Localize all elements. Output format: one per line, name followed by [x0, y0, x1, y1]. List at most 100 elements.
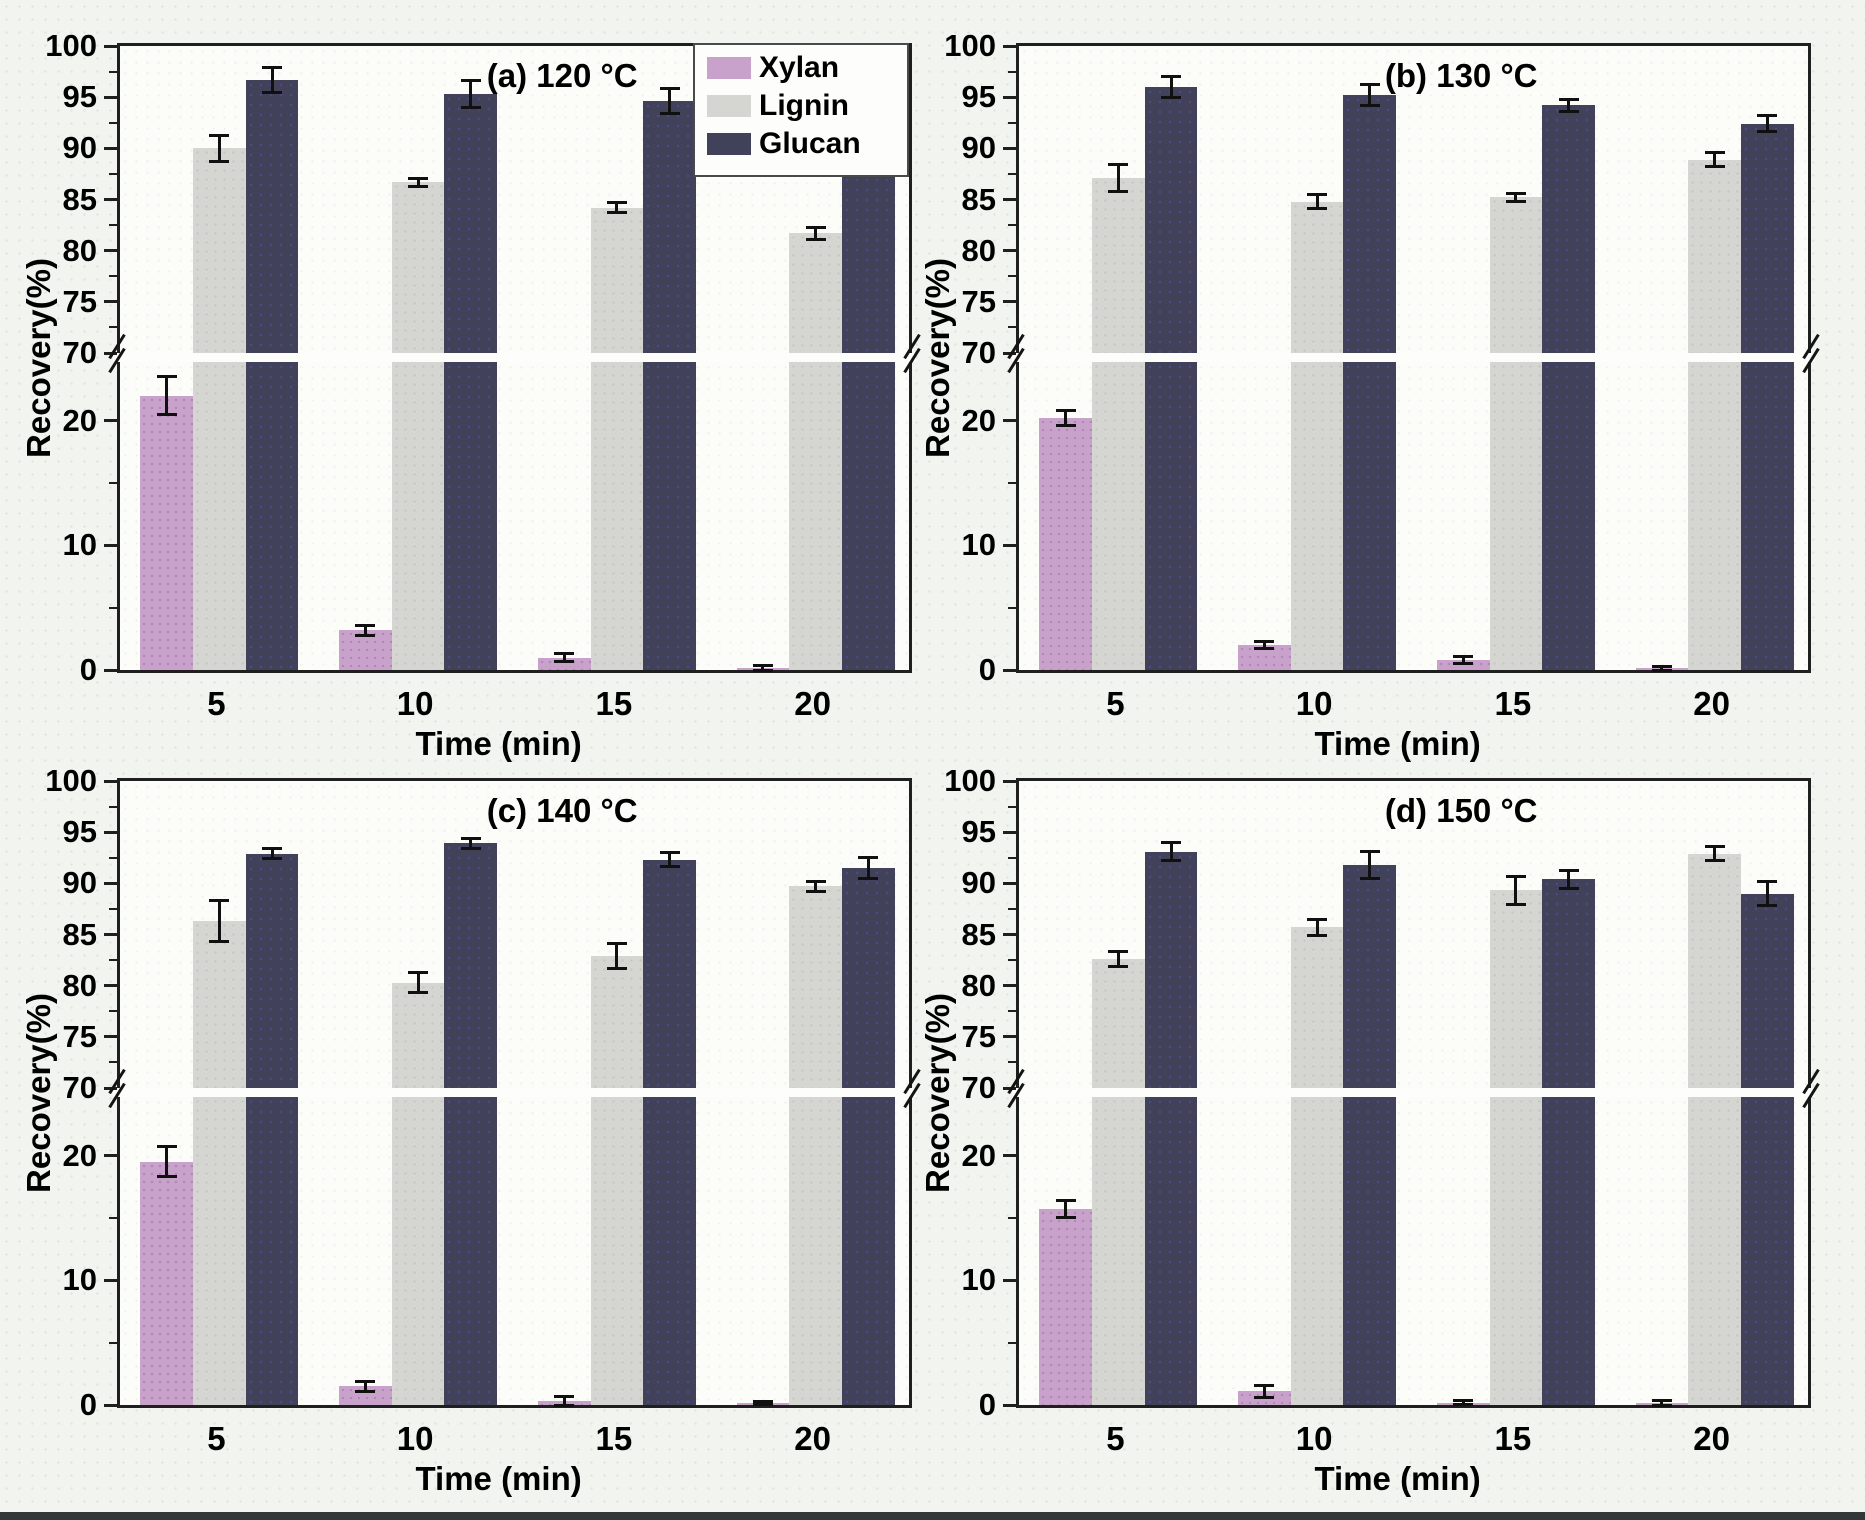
- panel-d-glucan-bar-15min-errorbar: [1567, 870, 1571, 889]
- panel-c-lignin-bar-5min-lower: [193, 1097, 246, 1405]
- panel-c-xylan-bar-20min-errorbar-cap-bottom: [752, 1402, 773, 1406]
- panel-b-lignin-bar-5min-errorbar: [1116, 164, 1120, 192]
- y-tick-label: 75: [62, 1018, 97, 1054]
- panel-d-lignin-bar-10min-errorbar: [1315, 919, 1319, 936]
- y-major-tick: [1003, 44, 1016, 48]
- y-minor-tick: [109, 172, 117, 175]
- y-major-tick: [1003, 95, 1016, 99]
- panel-b-lignin-bar-10min-lower: [1290, 362, 1344, 670]
- y-tick-label: 90: [62, 865, 97, 901]
- panel-d-xylan-bar-10min-errorbar: [1262, 1385, 1266, 1398]
- y-major-tick: [104, 419, 117, 423]
- panel-d-xylan-bar-5min: [1039, 1209, 1093, 1405]
- panel-d-lignin-bar-5min-lower: [1092, 1097, 1145, 1405]
- panel-b-glucan-bar-20min-errorbar-cap-bottom: [1757, 130, 1778, 134]
- panel-a-glucan-bar-10min-errorbar: [469, 80, 473, 108]
- panel-b-lignin-bar-20min-lower: [1688, 362, 1741, 670]
- panel-c-xylan-bar-10min-errorbar: [363, 1381, 367, 1392]
- y-major-tick: [1003, 249, 1016, 253]
- panel-a-xylan-bar-5min-errorbar: [165, 376, 169, 415]
- panel-c-lignin-bar-10min-lower: [391, 1097, 445, 1405]
- x-tick-label: 10: [396, 1420, 434, 1457]
- panel-a-xylan-bar-10min-errorbar-cap-bottom: [355, 633, 376, 637]
- panel-b-lignin-bar-5min-lower: [1092, 362, 1145, 670]
- panel-c-lignin-bar-20min-errorbar: [814, 881, 818, 892]
- panel-b-glucan-bar-15min-errorbar: [1567, 99, 1571, 112]
- y-major-tick: [1003, 1035, 1016, 1039]
- x-tick-label: 20: [1693, 685, 1730, 722]
- y-tick-label: 100: [45, 763, 97, 798]
- panel-d-lignin-bar-5min-errorbar-cap-top: [1108, 950, 1129, 954]
- panel-a-lignin-bar-10min-lower: [391, 362, 445, 670]
- x-tick-label: 20: [1693, 1420, 1730, 1457]
- y-tick-label: 80: [961, 967, 996, 1003]
- y-major-tick: [104, 1278, 117, 1282]
- panel-d-lignin-bar-20min-errorbar-cap-top: [1704, 844, 1725, 848]
- panel-c-axis-break-band: [113, 1088, 916, 1097]
- y-tick-label: 85: [62, 181, 97, 217]
- panel-c-glucan-bar-5min-lower: [245, 1097, 299, 1405]
- panel-d-upper-section: [1016, 778, 1811, 1088]
- x-tick-label: 15: [595, 1420, 633, 1457]
- y-minor-tick: [1008, 1341, 1016, 1344]
- panel-b-lignin-bar-15min-errorbar-cap-top: [1505, 191, 1526, 195]
- panel-d-glucan-bar-20min-errorbar-cap-top: [1757, 879, 1778, 883]
- y-major-tick: [1003, 419, 1016, 423]
- panel-c-glucan-bar-10min-errorbar-cap-bottom: [460, 847, 481, 851]
- panel-b-glucan-bar-5min-lower: [1144, 362, 1198, 670]
- panel-c-xylan-bar-10min-errorbar-cap-bottom: [355, 1389, 376, 1393]
- panel-d-lignin-bar-15min: [1489, 890, 1543, 1088]
- panel-d-xylan-bar-20min-errorbar-cap-top: [1651, 1398, 1672, 1402]
- panel-a-lignin-bar-5min-lower: [193, 362, 246, 670]
- panel-d-xylan-bar-15min-errorbar-cap-bottom: [1453, 1402, 1474, 1406]
- panel-b-glucan-bar-5min-errorbar-cap-bottom: [1161, 95, 1182, 99]
- panel-d-glucan-bar-5min: [1144, 851, 1198, 1088]
- panel-d-lignin-bar-10min: [1290, 927, 1344, 1088]
- y-tick-label: 0: [978, 652, 996, 687]
- panel-c-xylan-bar-15min-errorbar: [562, 1396, 566, 1405]
- y-minor-tick: [109, 1061, 117, 1064]
- panel-d-lignin-bar-15min-errorbar-cap-top: [1505, 874, 1526, 878]
- panel-d-lignin-bar-15min-lower: [1489, 1097, 1543, 1405]
- x-axis-title: Time (min): [415, 725, 582, 762]
- y-tick-label: 90: [62, 130, 97, 166]
- panel-a: 100 95 90 85 80 75 70 20 10 0 (a) 120 °C 5 10 15 20 Tim…: [20, 29, 921, 762]
- panel-c-glucan-bar-15min: [643, 859, 696, 1088]
- y-major-tick: [104, 830, 117, 834]
- y-minor-tick: [109, 606, 117, 609]
- y-tick-label: 80: [62, 232, 97, 268]
- y-tick-label: 85: [961, 916, 996, 952]
- panel-b-xylan-bar-10min-errorbar-cap-top: [1254, 639, 1275, 643]
- panel-b-lignin-bar-15min: [1489, 197, 1543, 353]
- panel-b-lignin-bar-5min-errorbar-cap-bottom: [1108, 189, 1129, 193]
- panel-d-title: (d) 150 °C: [1384, 792, 1538, 829]
- panel-b-glucan-bar-5min-errorbar-cap-top: [1161, 75, 1182, 79]
- panel-a-xylan-bar-10min-errorbar-cap-top: [355, 623, 376, 627]
- y-minor-tick: [109, 856, 117, 859]
- panel-b-upper-section: [1016, 43, 1811, 353]
- y-tick-label: 20: [62, 1137, 97, 1173]
- y-tick-label: 20: [961, 1137, 996, 1173]
- panel-d-glucan-bar-10min-errorbar-cap-bottom: [1359, 876, 1380, 880]
- panel-a-title: (a) 120 °C: [486, 57, 638, 94]
- glucan-swatch: [707, 133, 751, 155]
- y-tick-label: 95: [961, 79, 996, 115]
- panel-c-glucan-bar-15min-errorbar-cap-top: [659, 851, 680, 855]
- panel-c-lignin-bar-15min-errorbar: [615, 943, 619, 969]
- panel-a-xylan-bar-10min: [339, 630, 392, 670]
- panel-b-lignin-bar-5min-errorbar-cap-top: [1108, 163, 1129, 167]
- y-minor-tick: [1008, 121, 1016, 124]
- panel-c-lignin-bar-10min-errorbar-cap-bottom: [408, 991, 429, 995]
- panel-c-glucan-bar-15min-lower: [643, 1097, 696, 1405]
- y-tick-label: 70: [961, 1070, 996, 1105]
- x-axis-title: Time (min): [415, 1460, 582, 1497]
- y-major-tick: [104, 543, 117, 547]
- panel-a-lignin-bar-15min-lower: [590, 362, 644, 670]
- panel-a-glucan-bar-20min-lower: [841, 362, 895, 670]
- panel-b-xylan-bar-15min-errorbar: [1461, 656, 1465, 664]
- panel-d-xylan-bar-5min-errorbar: [1064, 1200, 1068, 1218]
- xylan-swatch: [707, 57, 751, 79]
- panel-d-xylan-bar-20min-errorbar: [1660, 1400, 1664, 1405]
- legend-item-glucan: Glucan: [707, 127, 897, 160]
